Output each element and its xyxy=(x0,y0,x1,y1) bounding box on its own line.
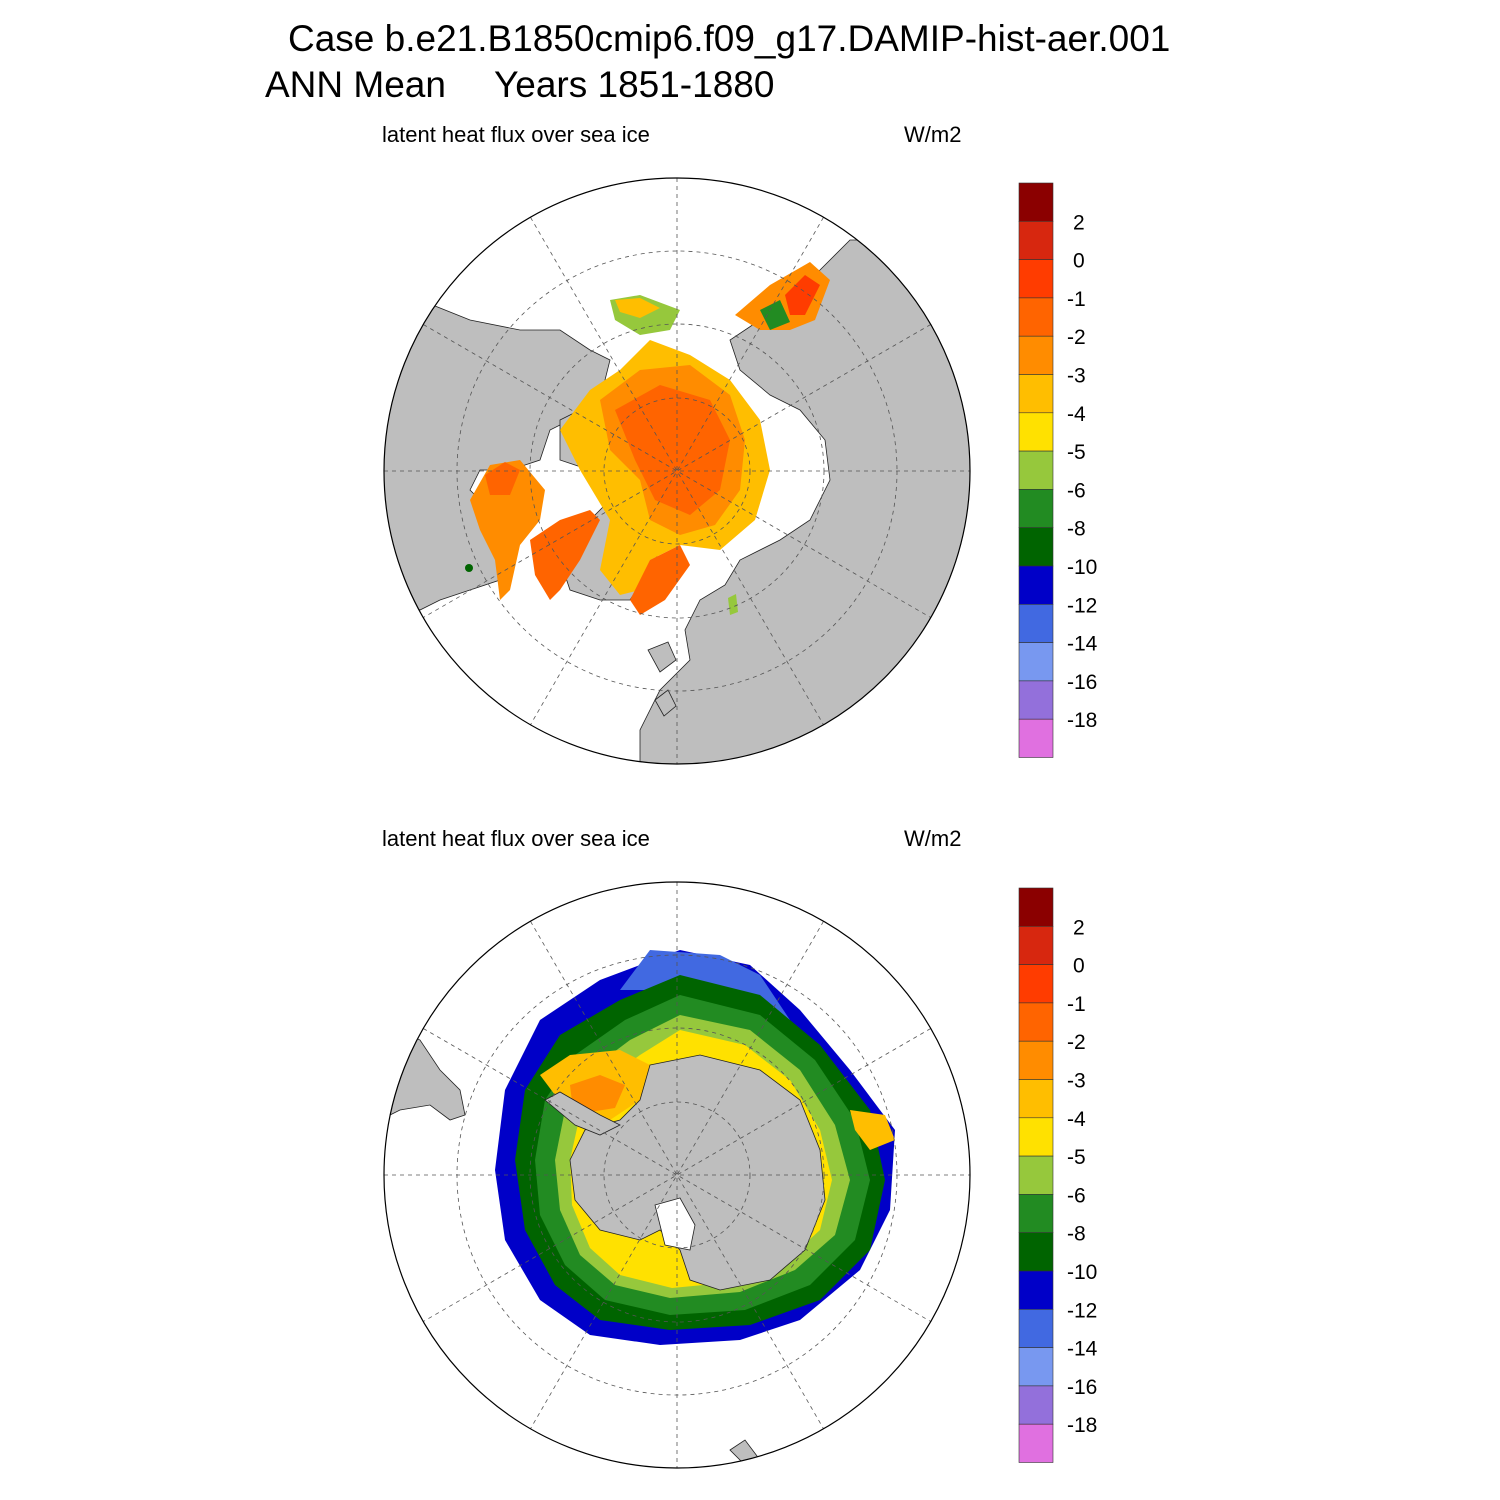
sh-colorbar-label-2: -1 xyxy=(1067,993,1086,1016)
nh-colorbar-label-6: -5 xyxy=(1067,441,1086,464)
nh-colorbar-swatch-13 xyxy=(1018,680,1054,720)
sh-colorbar-swatch-11 xyxy=(1018,1309,1054,1348)
nh-colorbar-swatch-1 xyxy=(1018,221,1054,260)
years-label: Years 1851-1880 xyxy=(493,64,775,105)
nh-land-uk xyxy=(654,689,677,717)
sh-colorbar-swatch-8 xyxy=(1018,1194,1054,1234)
nh-colorbar-swatch-6 xyxy=(1018,412,1054,452)
nh-colorbar-swatch-14 xyxy=(1018,718,1054,758)
sh-graticule xyxy=(384,882,970,1468)
nh-colorbar-label-8: -8 xyxy=(1067,518,1086,541)
sh-colorbar-label-10: -12 xyxy=(1067,1299,1097,1322)
period-title: ANN Mean Years 1851-1880 xyxy=(265,64,774,106)
sh-colorbar-swatch-7 xyxy=(1018,1155,1054,1195)
nh-colorbar-swatch-0 xyxy=(1018,182,1054,222)
nh-colorbar: 2 0 -1 -2 -3 -4 -5 -6 -8 -10 -12 -14 -16 -18 xyxy=(1018,182,1098,758)
nh-colorbar-label-7: -6 xyxy=(1067,479,1086,502)
sh-colorbar-label-7: -6 xyxy=(1067,1184,1086,1207)
sh-map xyxy=(383,881,971,1469)
nh-colorbar-swatch-4 xyxy=(1018,335,1054,375)
sh-colorbar-label-8: -8 xyxy=(1067,1223,1086,1246)
sh-colorbar-label-6: -5 xyxy=(1067,1146,1086,1169)
nh-colorbar-swatch-2 xyxy=(1018,259,1054,299)
sh-colorbar-label-4: -3 xyxy=(1067,1070,1086,1093)
nh-ice-baltic xyxy=(728,594,738,615)
sh-colorbar-label-11: -14 xyxy=(1067,1338,1098,1361)
sh-colorbar-swatch-3 xyxy=(1018,1002,1054,1042)
nh-ice-baffin xyxy=(530,510,600,600)
nh-ice-core xyxy=(615,385,730,515)
nh-colorbar-label-5: -4 xyxy=(1067,403,1086,426)
sh-land-peninsula xyxy=(544,1091,621,1136)
nh-colorbar-swatch-12 xyxy=(1018,642,1054,682)
sh-panel-title: latent heat flux over sea ice xyxy=(382,826,650,851)
sh-colorbar-swatch-14 xyxy=(1018,1423,1054,1463)
sh-land-rossshelf xyxy=(654,1197,696,1251)
sh-colorbar-label-1: 0 xyxy=(1073,955,1085,978)
sh-colorbar-swatch-6 xyxy=(1018,1117,1054,1157)
sh-ice-weddell-core xyxy=(570,1075,625,1112)
nh-ice-spot xyxy=(465,564,473,572)
sh-colorbar-swatch-9 xyxy=(1018,1232,1054,1272)
nh-colorbar-swatch-9 xyxy=(1018,527,1054,567)
nh-ice-okhotsk-green xyxy=(760,300,790,330)
sh-colorbar-swatch-10 xyxy=(1018,1270,1054,1310)
nh-colorbar-swatch-5 xyxy=(1018,374,1054,414)
nh-ice-greenland-east xyxy=(630,545,690,615)
sh-units-label: W/m2 xyxy=(904,826,962,851)
nh-colorbar-label-11: -14 xyxy=(1067,633,1098,656)
nh-land-northamerica xyxy=(384,299,611,611)
nh-panel-title: latent heat flux over sea ice xyxy=(382,122,650,147)
nh-graticule xyxy=(384,178,970,764)
sh-ice-rossedge xyxy=(850,1110,895,1150)
nh-colorbar-label-2: -1 xyxy=(1067,288,1086,311)
nh-colorbar-label-9: -10 xyxy=(1067,556,1097,579)
sh-colorbar: 2 0 -1 -2 -3 -4 -5 -6 -8 -10 -12 -14 -16 -18 xyxy=(1018,887,1098,1463)
nh-colorbar-swatch-7 xyxy=(1018,450,1054,490)
sh-colorbar-label-3: -2 xyxy=(1067,1031,1086,1054)
nh-colorbar-swatch-11 xyxy=(1018,603,1054,643)
nh-ice-hudson-edge xyxy=(485,462,520,495)
nh-colorbar-label-10: -12 xyxy=(1067,594,1097,617)
nh-colorbar-label-1: 0 xyxy=(1073,250,1085,273)
nh-colorbar-label-0: 2 xyxy=(1073,211,1085,234)
nh-map xyxy=(383,177,971,765)
sh-colorbar-swatch-0 xyxy=(1018,887,1054,927)
nh-colorbar-swatch-8 xyxy=(1018,489,1054,528)
season-label: ANN Mean xyxy=(265,64,446,105)
sh-colorbar-label-0: 2 xyxy=(1073,916,1085,939)
sh-colorbar-swatch-1 xyxy=(1018,925,1054,965)
nh-colorbar-label-13: -18 xyxy=(1067,709,1097,732)
sh-colorbar-label-9: -10 xyxy=(1067,1261,1097,1284)
nh-colorbar-swatch-10 xyxy=(1018,565,1054,605)
nh-ice-okhotsk-hot xyxy=(785,275,820,315)
nh-ice-hudson xyxy=(470,460,545,600)
sh-land-antarctica xyxy=(569,1054,826,1291)
nh-ice-bering-yellow xyxy=(615,298,660,318)
sh-colorbar-label-13: -18 xyxy=(1067,1414,1097,1437)
sh-colorbar-swatch-2 xyxy=(1018,964,1054,1004)
sh-colorbar-swatch-13 xyxy=(1018,1385,1054,1425)
sh-colorbar-swatch-4 xyxy=(1018,1040,1054,1080)
nh-colorbar-label-12: -16 xyxy=(1067,671,1097,694)
nh-colorbar-label-3: -2 xyxy=(1067,326,1086,349)
case-title: Case b.e21.B1850cmip6.f09_g17.DAMIP-hist… xyxy=(288,18,1171,59)
nh-units-label: W/m2 xyxy=(904,122,962,147)
nh-colorbar-label-4: -3 xyxy=(1067,365,1086,388)
sh-colorbar-swatch-12 xyxy=(1018,1347,1054,1387)
sh-colorbar-label-5: -4 xyxy=(1067,1108,1086,1131)
nh-land-iceland xyxy=(647,641,677,673)
sh-colorbar-label-12: -16 xyxy=(1067,1376,1097,1399)
sh-colorbar-swatch-5 xyxy=(1018,1079,1054,1119)
nh-colorbar-swatch-3 xyxy=(1018,297,1054,337)
